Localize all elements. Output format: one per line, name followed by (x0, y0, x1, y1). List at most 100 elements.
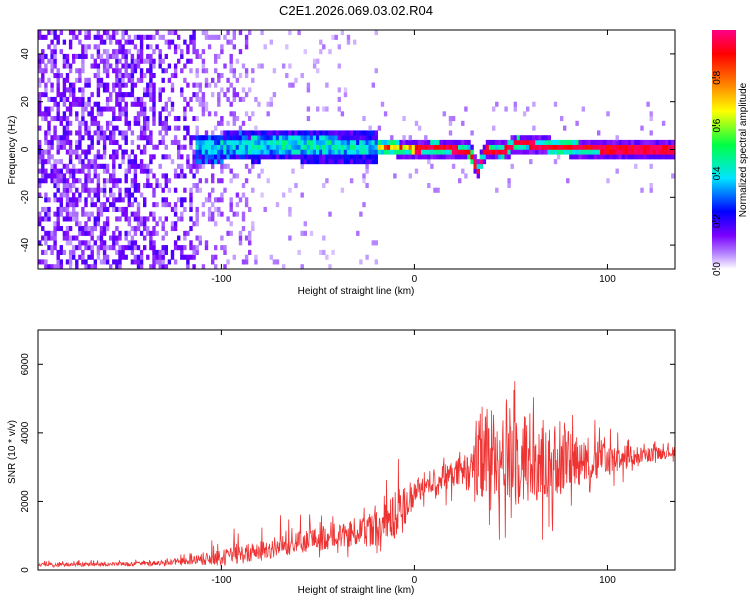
spectrogram-cell (102, 206, 107, 212)
spectrogram-cell (275, 135, 280, 141)
spectrogram-cell (47, 120, 51, 126)
spectrogram-cell (81, 168, 85, 174)
spectrogram-cell (146, 87, 150, 93)
spectrogram-cell (81, 68, 85, 74)
spectrogram-cell (143, 216, 147, 222)
spectrogram-cell (112, 240, 116, 246)
spectrogram-cell (105, 87, 110, 93)
spectrogram-cell (130, 139, 135, 145)
spectrogram-cell (124, 173, 128, 179)
spectrogram-cell (65, 139, 70, 145)
spectrogram-cell (492, 154, 496, 160)
spectrogram-cell (485, 149, 490, 155)
spectrogram-cell (96, 187, 101, 193)
spectrogram-cell (109, 63, 113, 69)
spectrogram-cell (306, 106, 311, 112)
spectrogram-cell (78, 125, 82, 131)
spectrogram-cell (201, 163, 206, 169)
spectrogram-cell (248, 240, 252, 246)
spectrogram-cell (272, 135, 277, 141)
spectrogram-cell (84, 149, 88, 155)
spectrogram-cell (248, 149, 252, 155)
spectrogram-cell (223, 144, 227, 150)
spectrogram-cell (606, 178, 610, 184)
spectrogram-cell (90, 254, 94, 260)
spectrogram-cell (127, 49, 131, 55)
spectrogram-cell (550, 144, 555, 150)
spectrogram-cell (414, 139, 419, 145)
spectrogram-cell (510, 149, 514, 155)
spectrogram-cell (189, 226, 193, 232)
spectrogram-cell (68, 92, 73, 98)
spectrogram-cell (211, 259, 215, 265)
spectrogram-cell (53, 211, 57, 217)
spectrogram-cell (72, 53, 76, 59)
spectrogram-cell (448, 139, 453, 145)
spectrogram-cell (112, 202, 116, 208)
spectrogram-cell (362, 144, 366, 150)
spectrogram-cell (399, 154, 403, 160)
spectrogram-cell (105, 53, 110, 59)
spectrogram-cell (164, 116, 168, 122)
spectrogram-cell (402, 149, 406, 155)
spectrogram-cell (155, 178, 159, 184)
spectrogram-cell (288, 206, 292, 212)
spectrogram-cell (204, 245, 209, 251)
spectrogram-cell (214, 111, 218, 117)
spectrogram-cell (430, 154, 434, 160)
spectrogram-cell (405, 149, 409, 155)
spectrogram-cell (467, 139, 471, 145)
spectrogram-cell (331, 139, 335, 145)
spectrogram-cell (204, 34, 209, 40)
spectrogram-cell (133, 168, 138, 174)
spectrogram-cell (244, 235, 249, 241)
spectrogram-cell (180, 254, 184, 260)
spectrogram-cell (81, 211, 85, 217)
spectrogram-cell (220, 44, 224, 50)
spectrogram-cell (164, 106, 168, 112)
spectrogram-cell (38, 77, 42, 83)
spectrogram-cell (600, 144, 604, 150)
spectrogram-cell (325, 178, 329, 184)
spectrogram-cell (112, 53, 116, 59)
spectrogram-cell (340, 149, 345, 155)
spectrogram-cell (53, 221, 57, 227)
spectrogram-cell (189, 245, 193, 251)
colorbar: 0.00.20.40.60.8 Normalized spectral ampl… (712, 30, 749, 276)
spectrogram-cell (170, 159, 175, 165)
spectrogram-cell (671, 139, 675, 145)
spectrogram-cell (526, 135, 530, 141)
spectrogram-cell (306, 87, 311, 93)
spectrogram-cell (485, 154, 490, 160)
spectrogram-cell (606, 111, 610, 117)
spectrogram-cell (99, 245, 104, 251)
spectrogram-cell (269, 254, 273, 260)
spectrogram-cell (532, 125, 536, 131)
spectrogram-cell (297, 154, 301, 160)
spectrogram-cell (223, 34, 227, 40)
spectrogram-cell (541, 139, 545, 145)
spectrogram-cell (618, 139, 622, 145)
spectrogram-cell (143, 116, 147, 122)
spectrogram-cell (78, 135, 82, 141)
spectrogram-cell (109, 187, 113, 193)
spectrogram-cell (133, 187, 138, 193)
spectrogram-cell (402, 139, 406, 145)
spectrogram-cell (322, 144, 326, 150)
spectrogram-cell (124, 92, 128, 98)
spectrogram-cell (316, 149, 320, 155)
spectrogram-cell (319, 144, 323, 150)
spectrogram-cell (173, 240, 178, 246)
spectrogram-cell (214, 139, 218, 145)
spectrogram-cell (62, 77, 67, 83)
spectrogram-cell (133, 82, 138, 88)
spectrogram-cell (204, 82, 209, 88)
spectrogram-cell (133, 178, 138, 184)
spectrogram-cell (365, 135, 369, 141)
spectrogram-cell (155, 202, 159, 208)
spectrogram-cell (59, 259, 63, 265)
spectrogram-cell (485, 139, 490, 145)
spectrogram-cell (631, 154, 635, 160)
spectrogram-cell (260, 154, 264, 160)
spectrogram-cell (207, 135, 212, 141)
